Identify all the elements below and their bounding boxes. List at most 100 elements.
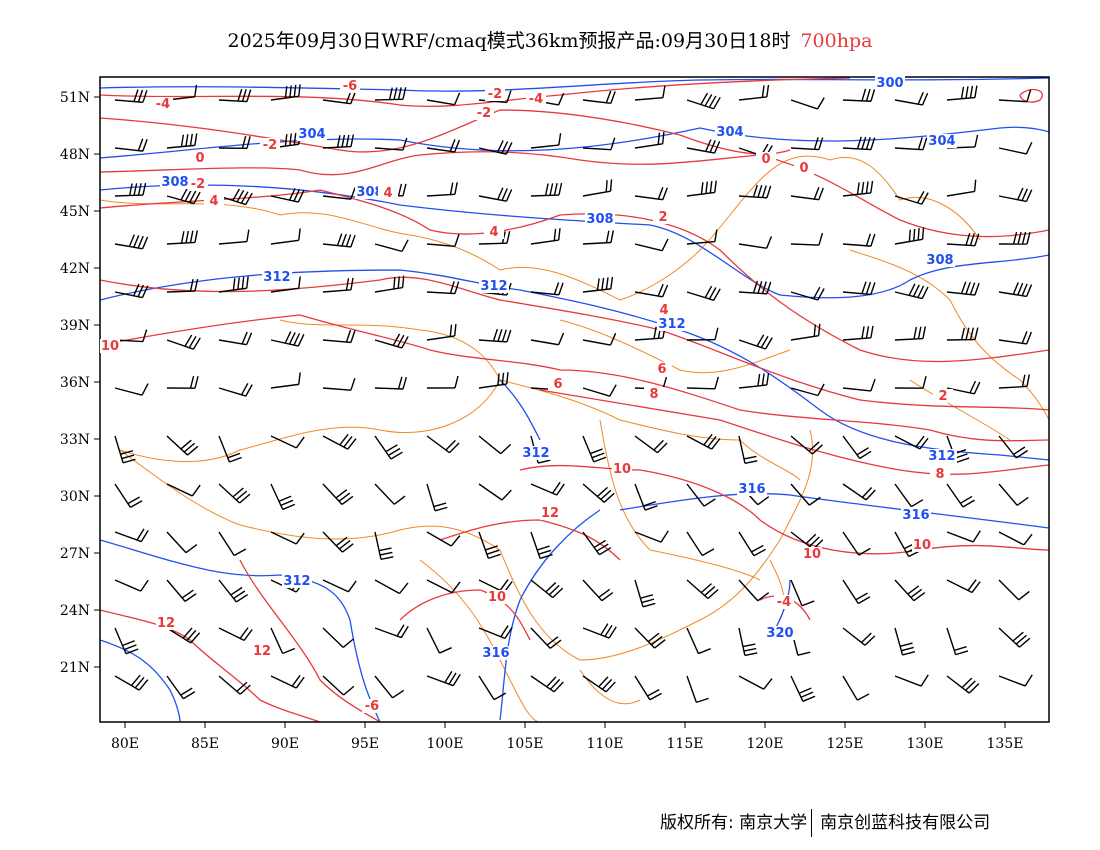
wind-barb — [478, 372, 509, 389]
wind-barb — [374, 239, 409, 253]
wind-barb — [374, 435, 403, 460]
wind-barb — [478, 675, 507, 701]
wind-barb — [842, 627, 876, 646]
wind-barb — [530, 481, 565, 496]
wind-barb — [218, 229, 250, 245]
wind-barb — [270, 372, 301, 389]
wind-barb — [998, 374, 1030, 389]
wind-barb — [322, 675, 355, 696]
temperature-label: 6 — [657, 362, 666, 377]
lat-tick-label: 33N — [60, 432, 90, 448]
wind-barb — [894, 137, 928, 151]
wind-barb — [114, 528, 149, 543]
wind-barb — [946, 530, 981, 543]
wind-barb — [322, 579, 357, 593]
temperature-label: 2 — [938, 389, 947, 404]
wind-barbs — [114, 84, 1033, 704]
wind-barb — [686, 229, 718, 245]
lon-tick-label: 105E — [507, 736, 544, 752]
lon-tick-label: 95E — [351, 736, 379, 752]
wind-barb — [374, 376, 408, 390]
wind-barb — [270, 331, 305, 347]
wind-barb — [738, 372, 770, 389]
temperature-label: 10 — [101, 339, 119, 354]
wind-barb — [374, 87, 407, 101]
wind-barb — [478, 328, 512, 343]
wind-barb — [322, 433, 357, 450]
wind-barb — [426, 670, 461, 687]
lat-tick-label: 48N — [60, 147, 90, 163]
geopotential-height-contours — [100, 77, 1049, 722]
wind-barb — [790, 675, 816, 702]
height-label: 308 — [586, 212, 613, 227]
wind-barb — [790, 97, 825, 110]
wind-barb — [114, 435, 136, 464]
wind-barb — [270, 188, 305, 203]
temperature-label: 6 — [553, 377, 562, 392]
wind-barb — [270, 276, 301, 293]
wind-barb — [166, 435, 199, 456]
wind-barb — [894, 627, 916, 656]
temperature-label: -2 — [263, 138, 277, 153]
wind-barb — [738, 84, 770, 101]
lon-tick-label: 100E — [427, 736, 464, 752]
lat-tick-label: 51N — [60, 90, 90, 106]
wind-barb — [114, 182, 147, 197]
wind-barb — [998, 331, 1033, 345]
lon-tick-label: 125E — [827, 736, 864, 752]
wind-barb — [998, 282, 1033, 298]
wind-barb — [322, 187, 356, 200]
wind-barb — [946, 232, 980, 247]
temperature-label: 2 — [658, 210, 667, 225]
wind-barb — [218, 331, 253, 346]
wind-barb — [426, 531, 461, 547]
temperature-label: -2 — [477, 106, 491, 121]
wind-barb — [270, 627, 296, 655]
copyright-owner: 版权所有: 南京大学 — [660, 813, 808, 833]
height-label: 312 — [283, 574, 310, 589]
wind-barb — [894, 435, 929, 450]
height-label: 316 — [738, 482, 765, 497]
wind-barb — [270, 674, 305, 689]
wind-barb — [166, 675, 196, 700]
wind-barb — [478, 90, 512, 104]
temperature-label: -2 — [191, 177, 205, 192]
lat-tick-label: 36N — [60, 375, 90, 391]
wind-barb — [842, 435, 872, 460]
wind-barb — [426, 92, 461, 106]
wind-barb — [426, 579, 461, 594]
wind-barb — [114, 383, 149, 396]
wind-barb — [946, 380, 981, 395]
wind-barb — [374, 675, 405, 699]
wind-barb — [114, 674, 149, 691]
wind-barb — [582, 384, 617, 397]
wind-barb — [894, 326, 927, 341]
wind-barb — [218, 88, 252, 103]
temperature-label: -6 — [365, 699, 379, 714]
wind-barb — [270, 84, 301, 101]
height-label: 304 — [298, 127, 325, 142]
temperature-label: 8 — [935, 467, 944, 482]
height-label: 312 — [658, 317, 685, 332]
wind-barb — [478, 435, 512, 455]
wind-barb — [790, 186, 824, 201]
height-label: 312 — [522, 446, 549, 461]
lon-tick-label: 85E — [191, 736, 219, 752]
wind-barb — [166, 278, 199, 293]
wind-barb — [322, 483, 354, 506]
wind-barb — [790, 579, 815, 607]
height-label: 316 — [902, 508, 929, 523]
wind-barb — [998, 187, 1033, 203]
wind-barb — [478, 625, 513, 640]
wind-barb — [114, 483, 143, 508]
temperature-label: -4 — [529, 92, 543, 107]
wind-barb — [634, 530, 669, 543]
wind-barb — [582, 179, 613, 197]
wind-barb — [738, 627, 758, 657]
wind-barb — [634, 238, 669, 252]
wind-barb — [426, 281, 460, 295]
wind-barb — [998, 231, 1031, 245]
wind-barb — [634, 85, 666, 101]
wind-barb — [946, 579, 981, 594]
